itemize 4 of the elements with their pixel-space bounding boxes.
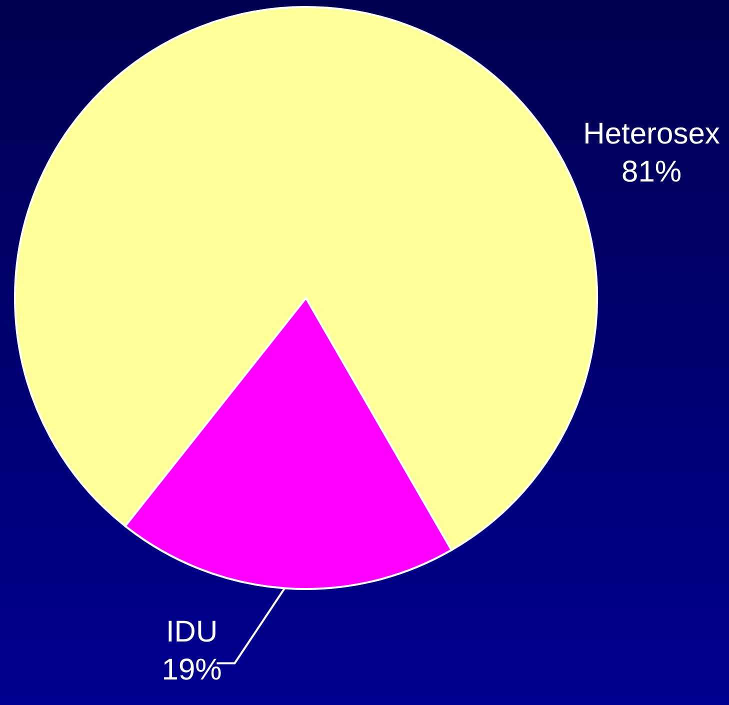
slice-label: IDU — [166, 615, 218, 648]
slice-label: Heterosex — [583, 117, 720, 150]
data-label: 81% — [622, 155, 682, 188]
data-label: 19% — [162, 653, 222, 686]
